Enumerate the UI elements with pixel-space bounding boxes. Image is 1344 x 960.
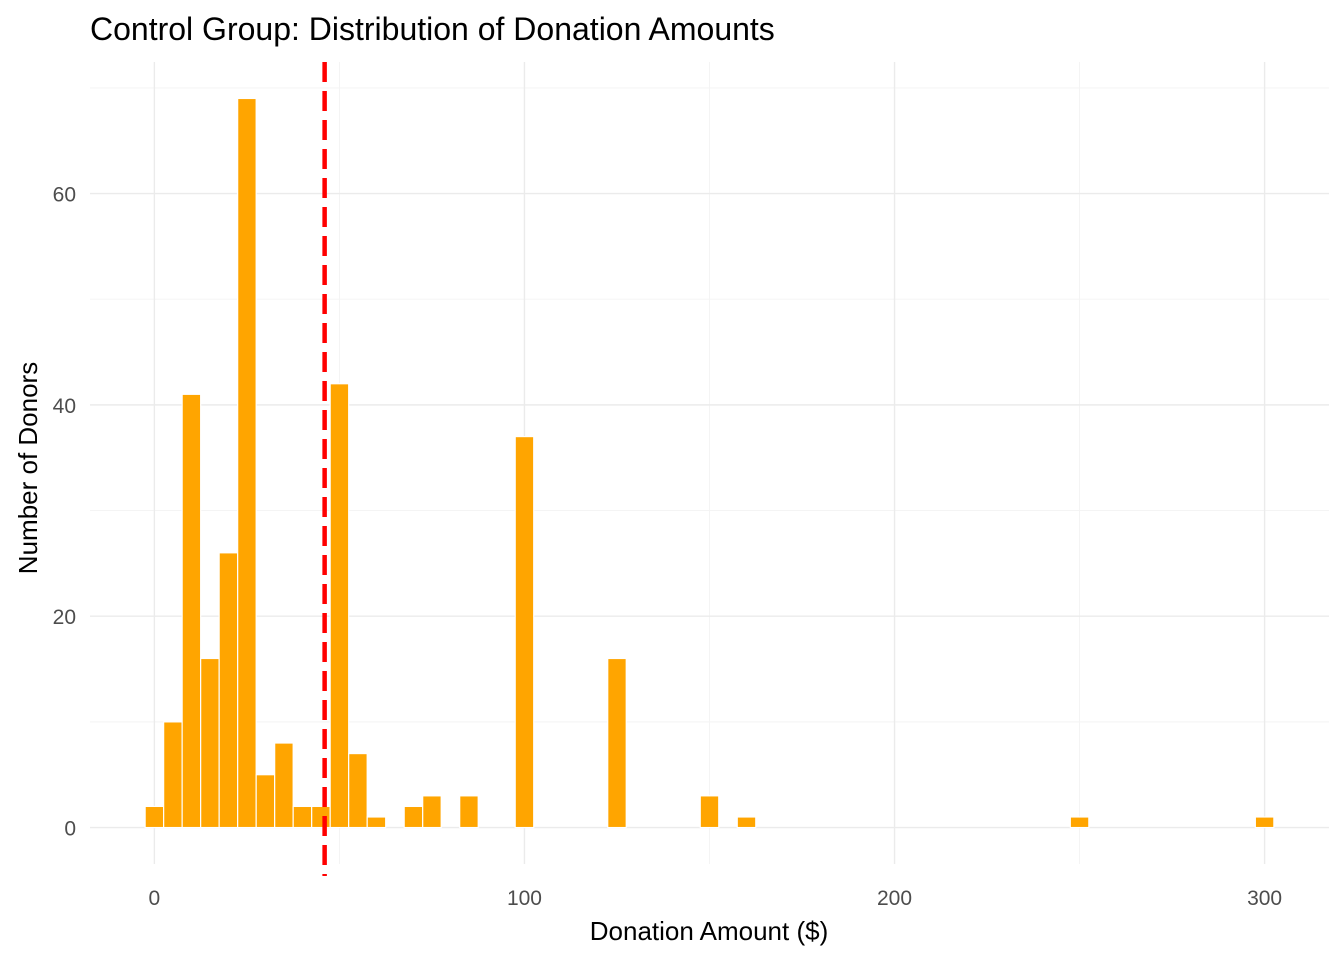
tick-labels: 0 100 200 300 0 20 40 60: [53, 184, 1282, 910]
histogram-bar: [514, 435, 535, 829]
histogram-bar: [311, 805, 331, 829]
histogram-bar: [144, 805, 165, 829]
histogram-bar: [274, 742, 294, 829]
histogram-bar: [329, 383, 350, 829]
x-tick-label: 300: [1247, 887, 1282, 910]
histogram-bar: [422, 795, 442, 829]
y-tick-label: 20: [53, 606, 76, 629]
y-tick-label: 60: [53, 184, 76, 207]
histogram-bar: [163, 721, 183, 829]
histogram-bar: [200, 657, 220, 829]
histogram-bar: [607, 657, 627, 829]
x-tick-label: 200: [877, 887, 912, 910]
histogram-bar: [348, 752, 368, 829]
x-tick-label: 0: [149, 887, 161, 910]
histogram-bar: [1254, 816, 1275, 829]
y-tick-label: 0: [64, 818, 76, 841]
histogram-bar: [218, 552, 239, 829]
histogram-bar: [699, 795, 720, 829]
chart-title: Control Group: Distribution of Donation …: [90, 11, 775, 47]
histogram-bar: [255, 774, 276, 829]
histogram-bars: [144, 97, 1275, 829]
histogram-bar: [736, 816, 757, 829]
y-tick-label: 40: [53, 395, 76, 418]
histogram-bar: [403, 805, 424, 829]
x-tick-label: 100: [507, 887, 542, 910]
histogram-bar: [292, 805, 313, 829]
histogram-bar: [459, 795, 479, 829]
y-axis-title: Number of Donors: [13, 362, 43, 574]
histogram-bar: [237, 97, 257, 829]
x-axis-title: Donation Amount ($): [590, 916, 828, 946]
histogram-bar: [366, 816, 387, 829]
histogram-bar: [181, 393, 202, 829]
histogram-bar: [1069, 816, 1090, 829]
